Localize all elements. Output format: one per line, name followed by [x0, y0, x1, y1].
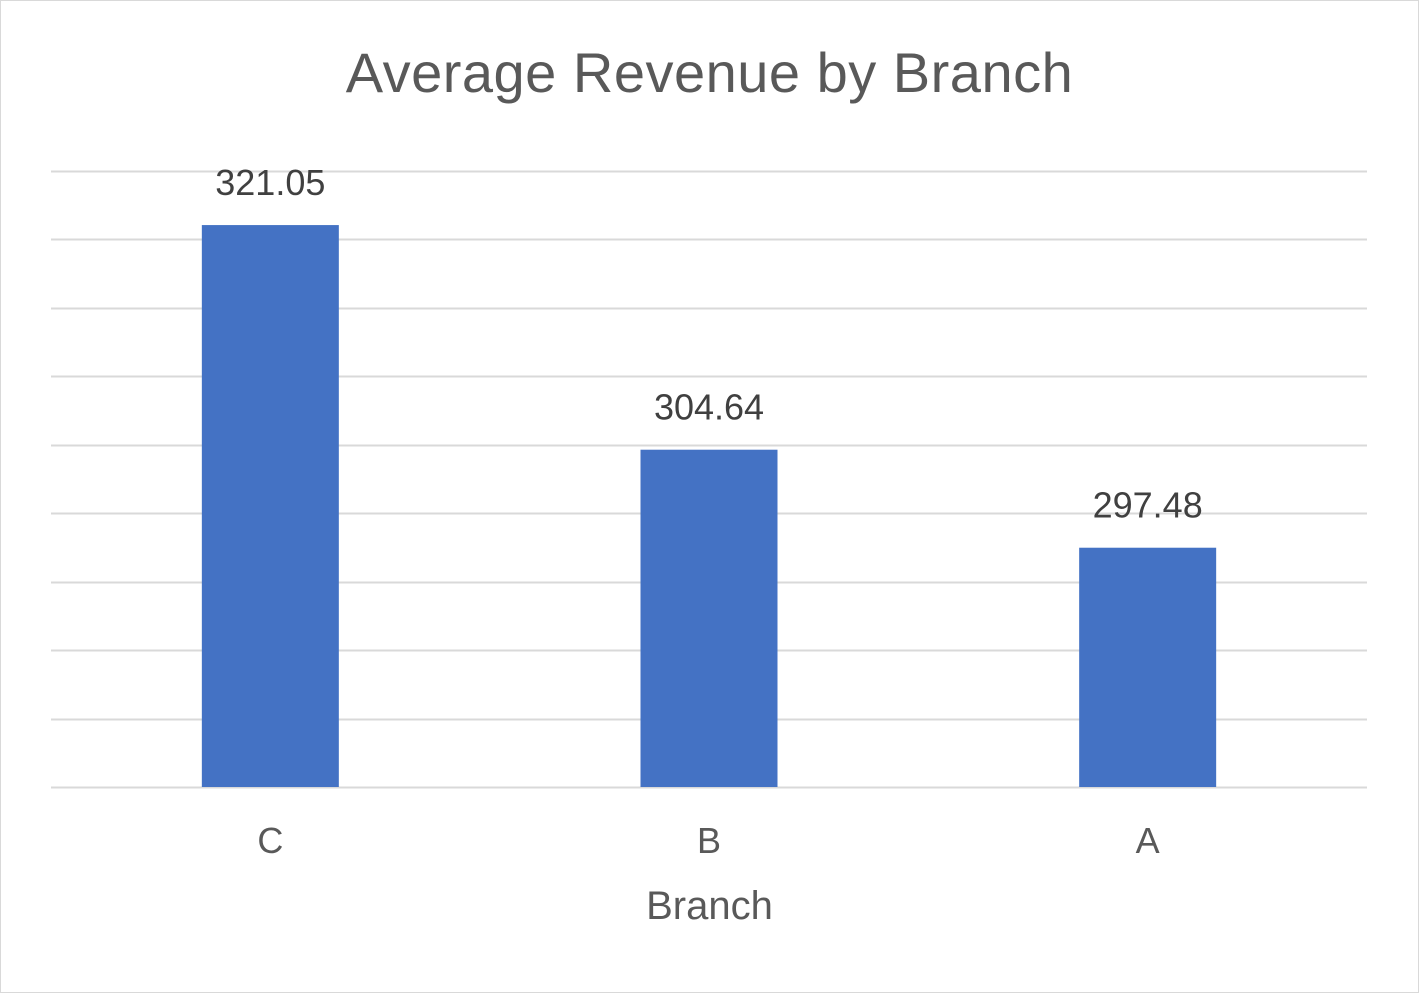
bar-A: [1079, 547, 1217, 787]
x-tick-label-C: C: [257, 820, 283, 861]
x-tick-label-A: A: [1136, 820, 1160, 861]
bar-C: [201, 225, 339, 787]
data-label-A: 297.48: [1093, 485, 1203, 526]
bar-B: [640, 449, 778, 787]
data-label-B: 304.64: [654, 387, 764, 428]
bars: [201, 225, 1217, 787]
x-tick-label-B: B: [697, 820, 721, 861]
chart-title: Average Revenue by Branch: [345, 41, 1074, 104]
x-axis-title: Branch: [646, 884, 773, 928]
data-labels: 321.05 304.64 297.48: [215, 162, 1202, 526]
data-label-C: 321.05: [215, 162, 325, 203]
